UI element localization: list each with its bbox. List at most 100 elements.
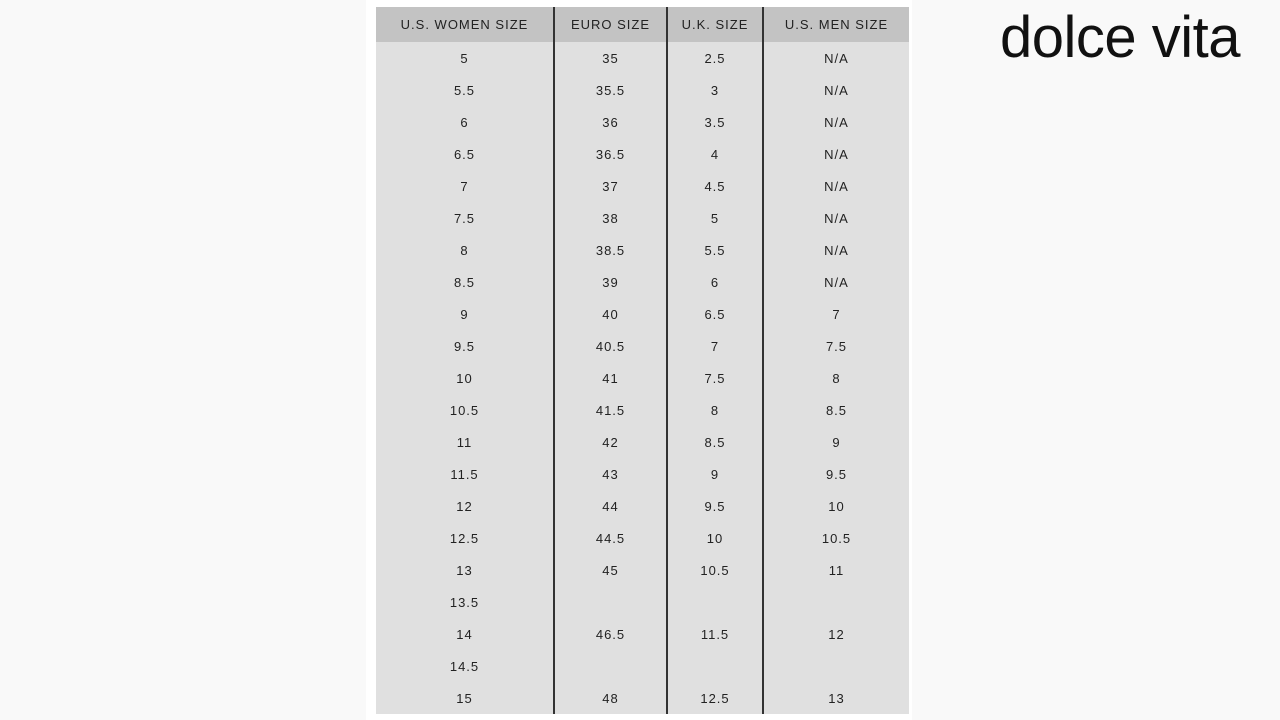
dolce-vita-logo: dolce vita bbox=[1000, 5, 1241, 70]
cell-uk: 9 bbox=[666, 458, 763, 490]
cell-euro: 44 bbox=[553, 490, 667, 522]
table-row: 8.5 39 6 N/A bbox=[376, 266, 909, 298]
cell-us-women: 9.5 bbox=[376, 330, 554, 362]
cell-uk: 7 bbox=[666, 330, 763, 362]
cell-us-women: 7 bbox=[376, 170, 554, 202]
cell-us-women: 14 bbox=[376, 618, 554, 650]
table-row: 11.5 43 9 9.5 bbox=[376, 458, 909, 490]
cell-uk: 10.5 bbox=[666, 554, 763, 586]
cell-us-men: N/A bbox=[762, 74, 909, 106]
table-row: 9.5 40.5 7 7.5 bbox=[376, 330, 909, 362]
table-row: 13.5 bbox=[376, 586, 909, 618]
cell-us-men: N/A bbox=[762, 138, 909, 170]
cell-uk: 9.5 bbox=[666, 490, 763, 522]
cell-us-women: 11.5 bbox=[376, 458, 554, 490]
cell-uk: 5.5 bbox=[666, 234, 763, 266]
cell-uk: 12.5 bbox=[666, 682, 763, 714]
cell-uk: 6.5 bbox=[666, 298, 763, 330]
table-row: 14 46.5 11.5 12 bbox=[376, 618, 909, 650]
cell-euro: 35 bbox=[553, 42, 667, 74]
cell-us-men: 8.5 bbox=[762, 394, 909, 426]
cell-us-men: N/A bbox=[762, 202, 909, 234]
cell-euro: 38.5 bbox=[553, 234, 667, 266]
cell-us-women: 8 bbox=[376, 234, 554, 266]
table-row: 10 41 7.5 8 bbox=[376, 362, 909, 394]
cell-us-women: 5.5 bbox=[376, 74, 554, 106]
cell-us-women: 12.5 bbox=[376, 522, 554, 554]
cell-uk: 3.5 bbox=[666, 106, 763, 138]
cell-euro: 40.5 bbox=[553, 330, 667, 362]
cell-us-men: 9 bbox=[762, 426, 909, 458]
cell-euro: 44.5 bbox=[553, 522, 667, 554]
cell-euro: 37 bbox=[553, 170, 667, 202]
cell-us-men: N/A bbox=[762, 266, 909, 298]
cell-us-women: 13.5 bbox=[376, 586, 554, 618]
cell-euro bbox=[553, 650, 667, 682]
cell-us-women: 10 bbox=[376, 362, 554, 394]
cell-us-women: 5 bbox=[376, 42, 554, 74]
cell-euro: 45 bbox=[553, 554, 667, 586]
cell-us-women: 8.5 bbox=[376, 266, 554, 298]
table-row: 12 44 9.5 10 bbox=[376, 490, 909, 522]
cell-uk: 4 bbox=[666, 138, 763, 170]
cell-us-women: 7.5 bbox=[376, 202, 554, 234]
table-row: 6.5 36.5 4 N/A bbox=[376, 138, 909, 170]
header-euro: EURO SIZE bbox=[553, 7, 667, 42]
table-row: 9 40 6.5 7 bbox=[376, 298, 909, 330]
cell-us-women: 14.5 bbox=[376, 650, 554, 682]
cell-uk: 2.5 bbox=[666, 42, 763, 74]
cell-us-women: 10.5 bbox=[376, 394, 554, 426]
cell-us-men: 11 bbox=[762, 554, 909, 586]
table-row: 6 36 3.5 N/A bbox=[376, 106, 909, 138]
table-row: 12.5 44.5 10 10.5 bbox=[376, 522, 909, 554]
table-row: 7 37 4.5 N/A bbox=[376, 170, 909, 202]
cell-euro bbox=[553, 586, 667, 618]
cell-us-men: 12 bbox=[762, 618, 909, 650]
cell-us-men: 9.5 bbox=[762, 458, 909, 490]
header-uk: U.K. SIZE bbox=[666, 7, 763, 42]
cell-us-men: 10.5 bbox=[762, 522, 909, 554]
cell-us-men: N/A bbox=[762, 234, 909, 266]
cell-uk: 10 bbox=[666, 522, 763, 554]
cell-us-men: 7.5 bbox=[762, 330, 909, 362]
table-row: 11 42 8.5 9 bbox=[376, 426, 909, 458]
cell-us-women: 6 bbox=[376, 106, 554, 138]
cell-uk: 3 bbox=[666, 74, 763, 106]
cell-euro: 41.5 bbox=[553, 394, 667, 426]
cell-us-women: 11 bbox=[376, 426, 554, 458]
cell-euro: 41 bbox=[553, 362, 667, 394]
table-row: 5 35 2.5 N/A bbox=[376, 42, 909, 74]
cell-euro: 40 bbox=[553, 298, 667, 330]
header-row: U.S. WOMEN SIZE EURO SIZE U.K. SIZE U.S.… bbox=[376, 7, 909, 42]
size-chart-table: U.S. WOMEN SIZE EURO SIZE U.K. SIZE U.S.… bbox=[376, 7, 909, 714]
table-row: 5.5 35.5 3 N/A bbox=[376, 74, 909, 106]
cell-uk bbox=[666, 586, 763, 618]
cell-euro: 43 bbox=[553, 458, 667, 490]
cell-euro: 35.5 bbox=[553, 74, 667, 106]
cell-uk: 6 bbox=[666, 266, 763, 298]
cell-us-women: 13 bbox=[376, 554, 554, 586]
table-row: 7.5 38 5 N/A bbox=[376, 202, 909, 234]
cell-uk: 5 bbox=[666, 202, 763, 234]
cell-euro: 42 bbox=[553, 426, 667, 458]
cell-us-women: 12 bbox=[376, 490, 554, 522]
cell-us-men: 13 bbox=[762, 682, 909, 714]
cell-uk: 8 bbox=[666, 394, 763, 426]
cell-us-men: N/A bbox=[762, 170, 909, 202]
cell-uk: 4.5 bbox=[666, 170, 763, 202]
cell-us-men: 10 bbox=[762, 490, 909, 522]
cell-uk: 7.5 bbox=[666, 362, 763, 394]
cell-uk bbox=[666, 650, 763, 682]
cell-euro: 36.5 bbox=[553, 138, 667, 170]
cell-us-men bbox=[762, 650, 909, 682]
cell-us-men: N/A bbox=[762, 42, 909, 74]
cell-us-men bbox=[762, 586, 909, 618]
cell-euro: 38 bbox=[553, 202, 667, 234]
table-row: 14.5 bbox=[376, 650, 909, 682]
cell-us-women: 15 bbox=[376, 682, 554, 714]
table-row: 8 38.5 5.5 N/A bbox=[376, 234, 909, 266]
cell-euro: 39 bbox=[553, 266, 667, 298]
table-row: 15 48 12.5 13 bbox=[376, 682, 909, 714]
cell-uk: 8.5 bbox=[666, 426, 763, 458]
header-us-women: U.S. WOMEN SIZE bbox=[376, 7, 554, 42]
